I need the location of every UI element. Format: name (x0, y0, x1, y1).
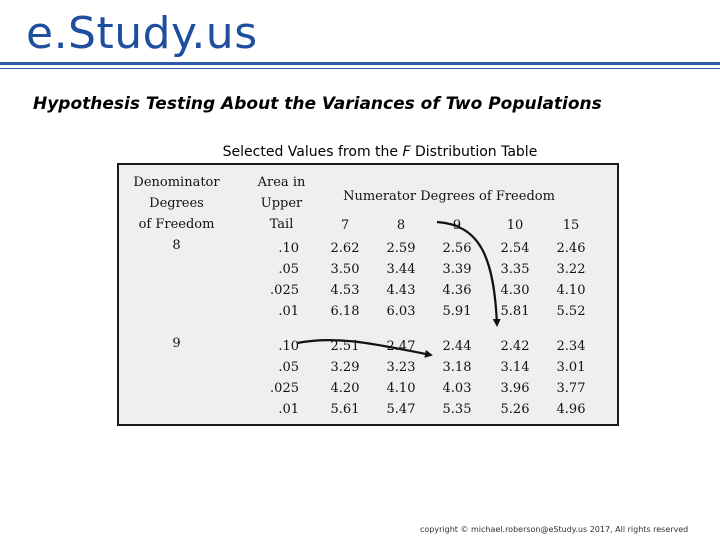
table-title-post: Distribution Table (414, 144, 538, 160)
table-title: Selected Values from the F Distribution … (0, 144, 720, 160)
numerator-df-8: 8 (396, 218, 406, 233)
denominator-header-line1: Denominator (133, 175, 220, 190)
f-value: 4.36 (442, 283, 472, 298)
f-value: 5.47 (386, 402, 416, 417)
f-value: 2.56 (442, 241, 472, 256)
f-value: 2.44 (442, 339, 472, 354)
page-title: Hypothesis Testing About the Variances o… (33, 94, 602, 114)
f-value: 5.35 (442, 402, 472, 417)
tail-value: .05 (278, 360, 299, 375)
tail-column-group1: .10 .05 .025 .01 (249, 238, 299, 322)
f-value: 5.26 (500, 402, 530, 417)
value-column-df7-group2: 2.51 3.29 4.20 5.61 (325, 336, 365, 420)
copyright-footer: copyright © michael.roberson@eStudy.us 2… (420, 525, 689, 534)
tail-value: .10 (278, 339, 299, 354)
tail-value: .01 (278, 402, 299, 417)
f-value: 5.81 (500, 304, 530, 319)
denominator-df-9: 9 (172, 336, 181, 351)
f-value: 2.46 (556, 241, 586, 256)
tail-value: .025 (270, 381, 299, 396)
f-value: 6.03 (386, 304, 416, 319)
f-value: 2.42 (500, 339, 530, 354)
header-rule-thick (0, 62, 720, 65)
f-value: 4.03 (442, 381, 472, 396)
value-column-df9-group2: 2.44 3.18 4.03 5.35 (437, 336, 477, 420)
denominator-header-line2: Degrees (149, 196, 204, 211)
f-value: 3.22 (556, 262, 586, 277)
arrow-df8-row-to-df9-row (296, 338, 433, 358)
header-rule-thin (0, 68, 720, 69)
f-value: 4.96 (556, 402, 586, 417)
tail-value: .025 (270, 283, 299, 298)
value-column-df7-group1: 2.62 3.50 4.53 6.18 (325, 238, 365, 322)
f-value: 2.62 (330, 241, 360, 256)
value-column-df15-group1: 2.46 3.22 4.10 5.52 (551, 238, 591, 322)
f-value: 2.54 (500, 241, 530, 256)
f-value: 5.61 (330, 402, 360, 417)
f-value: 3.18 (442, 360, 472, 375)
f-value: 3.96 (500, 381, 530, 396)
tail-value: .05 (278, 262, 299, 277)
f-value: 4.53 (330, 283, 360, 298)
table-title-pre: Selected Values from the (222, 144, 399, 160)
arrow-df9-column (436, 220, 501, 327)
numerator-df-15: 15 (562, 218, 580, 233)
f-value: 3.01 (556, 360, 586, 375)
f-value: 3.50 (330, 262, 360, 277)
f-value: 2.34 (556, 339, 586, 354)
f-value: 2.59 (386, 241, 416, 256)
area-header-line1: Area in (257, 175, 306, 190)
value-column-df8-group1: 2.59 3.44 4.43 6.03 (381, 238, 421, 322)
denominator-df-8: 8 (172, 238, 181, 253)
tail-value: .01 (278, 304, 299, 319)
f-value: 5.91 (442, 304, 472, 319)
numerator-df-7: 7 (340, 218, 350, 233)
area-header-line3: Tail (269, 217, 294, 232)
f-value: 4.10 (556, 283, 586, 298)
f-value: 3.35 (500, 262, 530, 277)
annotation-arrows (296, 220, 501, 358)
f-value: 2.51 (330, 339, 360, 354)
f-value: 4.20 (330, 381, 360, 396)
f-value: 3.44 (386, 262, 416, 277)
tail-value: .10 (278, 241, 299, 256)
tail-column-group2: .10 .05 .025 .01 (249, 336, 299, 420)
f-value: 3.14 (500, 360, 530, 375)
f-value: 4.30 (500, 283, 530, 298)
f-value: 3.39 (442, 262, 472, 277)
value-column-df15-group2: 2.34 3.01 3.77 4.96 (551, 336, 591, 420)
area-header-line2: Upper (260, 196, 303, 211)
f-value: 5.52 (556, 304, 586, 319)
f-value: 3.77 (556, 381, 586, 396)
f-value: 4.43 (386, 283, 416, 298)
denominator-header-line3: of Freedom (138, 217, 215, 232)
brand-logo: e.Study.us (26, 8, 258, 59)
numerator-df-10: 10 (506, 218, 524, 233)
value-column-df9-group1: 2.56 3.39 4.36 5.91 (437, 238, 477, 322)
f-value: 3.23 (386, 360, 416, 375)
value-column-df10-group2: 2.42 3.14 3.96 5.26 (495, 336, 535, 420)
f-distribution-table: Denominator Degrees of Freedom Area in U… (117, 163, 619, 426)
f-value: 3.29 (330, 360, 360, 375)
table-title-var: F (402, 144, 411, 160)
numerator-header: Numerator Degrees of Freedom (343, 189, 555, 204)
value-column-df10-group1: 2.54 3.35 4.30 5.81 (495, 238, 535, 322)
f-value: 4.10 (386, 381, 416, 396)
f-value: 6.18 (330, 304, 360, 319)
